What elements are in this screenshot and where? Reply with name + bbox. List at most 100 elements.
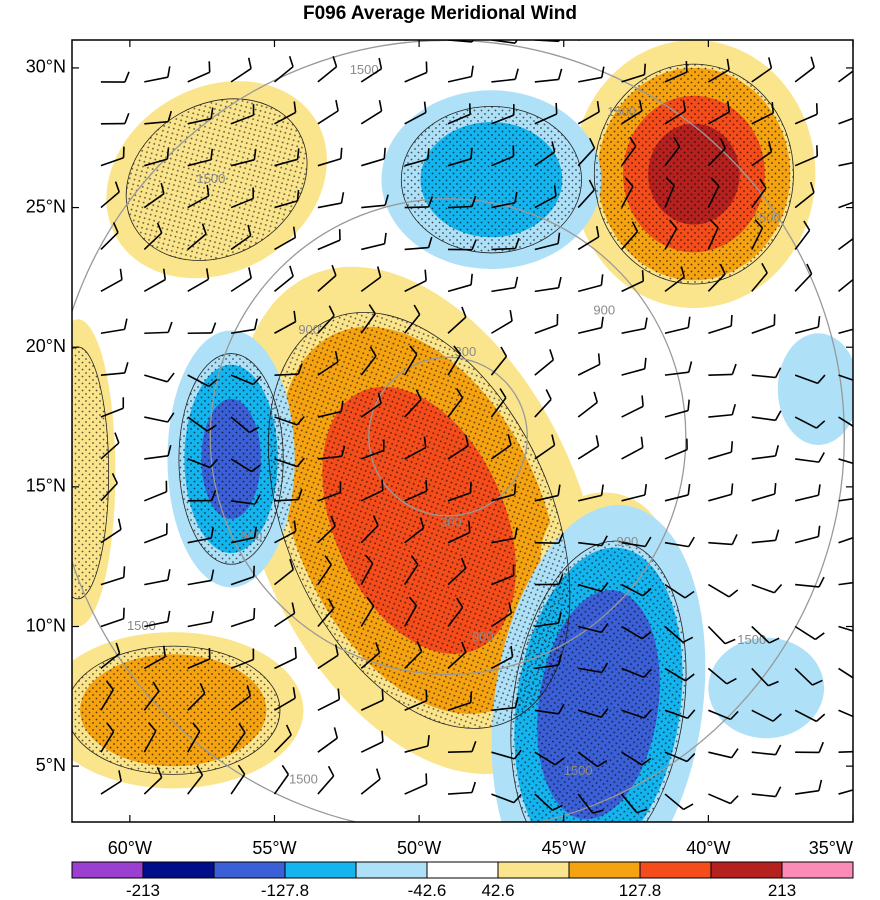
wind-barb [838,161,853,167]
wind-barb [664,709,696,719]
wind-barb [404,61,428,83]
wind-barb [534,141,556,167]
wind-barb [838,667,853,679]
wind-barb [664,583,695,599]
wind-barb [838,789,853,795]
wind-barb [664,667,695,682]
wind-barb [447,65,474,83]
wind-barb [187,107,214,125]
x-tick-label: 60°W [108,838,152,858]
wind-barb [448,239,477,251]
wind-barb [404,389,422,418]
wind-barb [838,201,853,209]
stipple-region [400,105,582,254]
range-ring-label: 300 [440,515,462,530]
wind-barb [708,709,739,721]
wind-barb [187,490,217,502]
wind-barb [143,182,165,209]
wind-barb [100,222,119,251]
wind-barb [621,270,645,293]
wind-barb [404,480,428,502]
wind-barb [491,237,520,251]
colorbar-swatch [497,861,570,879]
wind-barb [447,388,464,418]
wind-barb [404,236,433,251]
wind-barb [100,722,115,753]
wind-barb [404,773,428,795]
wind-barb [664,219,678,250]
wind-barb [187,416,217,432]
wind-barb [751,744,782,756]
wind-barb [273,55,294,83]
wind-barb [230,148,257,167]
wind-barb [794,709,826,723]
wind-barb [144,321,173,335]
wind-barb [360,266,382,293]
wind-barb [404,517,425,544]
wind-barb [577,793,604,814]
wind-barb [448,195,477,209]
wind-barb [751,102,775,125]
wind-barb [490,346,508,376]
wind-barb [447,273,473,293]
range-ring-300 [368,356,528,517]
wind-barb [360,57,383,83]
wind-barb [230,104,255,125]
wind-barb [100,112,130,125]
wind-barb [491,696,519,712]
wind-barb [664,536,695,548]
wind-barb [795,779,823,795]
wind-barb [317,765,335,795]
wind-barb [751,367,782,379]
wind-barb [360,642,381,670]
colorbar-tick-label: 42.6 [481,881,514,900]
wind-barb [144,40,147,41]
wind-barb [187,527,215,544]
wind-barb [795,40,797,41]
wind-barb [838,237,853,251]
wind-barb [751,709,782,722]
wind-barb [404,40,417,41]
colorbar-swatch [142,861,215,879]
x-tick-label: 40°W [686,838,730,858]
wind-barb [274,363,303,376]
wind-barb [274,415,305,426]
wind-barb [317,229,341,251]
wind-barb [534,349,555,376]
wind-barb [230,224,252,251]
wind-barb [274,687,296,711]
wind-barb [274,488,303,502]
colorbar-swatch [71,861,144,879]
wind-barb [534,532,564,544]
wind-barb [100,181,120,209]
wind-barb [404,304,421,334]
wind-barb [578,316,604,335]
range-ring-label: 1500 [350,62,379,77]
wind-barb [578,484,604,502]
wind-barb [577,100,600,125]
wind-barb [620,177,634,208]
wind-barb [838,40,840,41]
wind-barb [403,596,418,627]
wind-barb [751,40,753,41]
wind-barb [708,403,737,418]
wind-barb [403,345,418,376]
wind-barb [794,525,821,544]
wind-barb [751,410,782,422]
wind-barb [404,735,430,753]
wind-barb [360,730,384,753]
range-ring-label: 900 [472,629,494,644]
x-axis: 60°W 55°W 50°W 45°W 40°W 35°W [108,40,854,858]
wind-barb [100,642,121,670]
wind-barb [838,374,853,381]
wind-barb [621,99,643,125]
wind-barb [317,481,342,502]
wind-barb [794,667,823,686]
wind-barb [100,268,123,293]
wind-barb [534,276,562,293]
wind-barb [838,498,853,502]
wind-barb [187,682,206,711]
range-ring-label: 1500 [607,104,636,119]
